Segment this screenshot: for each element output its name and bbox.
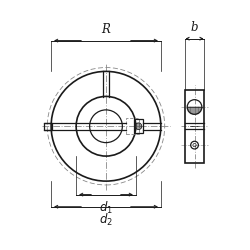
Bar bbox=[186, 90, 204, 163]
Text: $d_1$: $d_1$ bbox=[99, 200, 113, 216]
Text: $d_2$: $d_2$ bbox=[99, 212, 113, 228]
Text: b: b bbox=[191, 22, 198, 35]
Bar bbox=[134, 119, 143, 134]
Polygon shape bbox=[187, 107, 202, 114]
Text: R: R bbox=[102, 23, 110, 36]
Bar bbox=[44, 123, 52, 130]
Bar bbox=[126, 118, 139, 134]
